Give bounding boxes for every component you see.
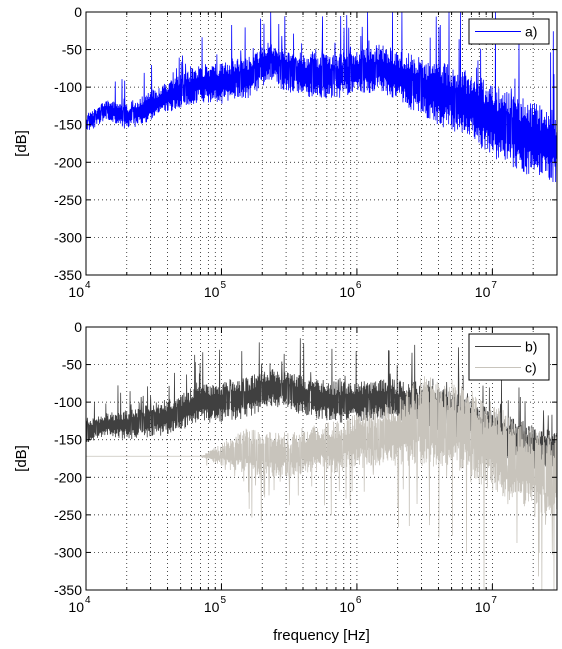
x-tick-label-exponent: 5 [220, 595, 226, 606]
y-tick-label: -350 [54, 267, 82, 283]
y-tick-label: -50 [62, 42, 82, 58]
y-tick-label: -200 [54, 154, 82, 170]
bottom-chart-y-tick-labels: 0 -50 -100 -150 -200 -250 -300 -350 [54, 319, 82, 598]
y-tick-label: -300 [54, 229, 82, 245]
y-tick-label: -150 [54, 432, 82, 448]
y-tick-label: -100 [54, 394, 82, 410]
bottom-chart-series [85, 338, 558, 591]
x-tick-label-base: 10 [475, 599, 491, 615]
y-tick-label: -50 [62, 357, 82, 373]
bottom-chart-ticks [85, 326, 558, 591]
legend-box [468, 333, 550, 381]
y-tick-label: -100 [54, 79, 82, 95]
x-tick-label: 10 6 [339, 595, 362, 615]
x-tick-label: 10 6 [339, 280, 362, 300]
top-chart-y-tick-labels: 0 -50 -100 -150 -200 -250 -300 -350 [54, 4, 82, 283]
top-chart-legend: a) [468, 18, 550, 45]
x-tick-label: 10 5 [204, 595, 227, 615]
x-tick-label: 10 5 [204, 280, 227, 300]
x-tick-label-base: 10 [339, 599, 355, 615]
x-tick-label-exponent: 7 [491, 595, 497, 606]
y-tick-label: -300 [54, 544, 82, 560]
y-tick-label: -350 [54, 582, 82, 598]
y-tick-label: -250 [54, 192, 82, 208]
x-tick-label-base: 10 [204, 284, 220, 300]
bottom-chart-axes-box [85, 326, 558, 591]
top-chart-y-axis-label: [dB] [13, 130, 30, 157]
x-tick-label-exponent: 5 [220, 280, 226, 291]
x-tick-label-base: 10 [68, 284, 84, 300]
legend-label: a) [525, 24, 537, 40]
x-tick-label: 10 4 [68, 280, 91, 300]
x-tick-label-base: 10 [68, 599, 84, 615]
x-tick-label-exponent: 6 [356, 280, 362, 291]
legend-label: b) [525, 339, 537, 355]
top-chart-ticks [85, 11, 558, 276]
bottom-chart-y-axis-label: [dB] [13, 445, 30, 472]
x-tick-label-base: 10 [475, 284, 491, 300]
bottom-chart-panel: 10 4 10 5 10 6 10 7 0-50-100-150-200-250-300-35… [13, 319, 558, 644]
bottom-chart-legend: b) c) [468, 333, 550, 381]
x-tick-label: 10 7 [475, 595, 498, 615]
x-tick-label-exponent: 4 [85, 595, 91, 606]
top-chart-x-tick-labels: 10 4 10 5 10 6 10 7 [68, 280, 497, 300]
x-tick-label-base: 10 [204, 599, 220, 615]
x-tick-label-base: 10 [339, 284, 355, 300]
y-tick-label: -250 [54, 507, 82, 523]
x-tick-label-exponent: 7 [491, 280, 497, 291]
x-tick-label: 10 7 [475, 280, 498, 300]
series-line-c [86, 376, 558, 591]
top-chart-axes-box [85, 11, 558, 276]
y-tick-label: 0 [74, 4, 82, 20]
bottom-chart-x-tick-labels: 10 4 10 5 10 6 10 7 [68, 595, 497, 615]
top-chart-series [85, 11, 558, 183]
top-chart-panel: 10 4 10 5 10 6 10 7 0-50-100-150-200-250-300-35… [13, 4, 558, 300]
y-tick-label: -150 [54, 117, 82, 133]
y-tick-label: 0 [74, 319, 82, 335]
bottom-chart-x-axis-label: frequency [Hz] [273, 627, 370, 644]
x-tick-label-exponent: 4 [85, 280, 91, 291]
series-line-a [85, 11, 558, 183]
legend-label: c) [525, 360, 537, 376]
y-tick-label: -200 [54, 469, 82, 485]
x-tick-label-exponent: 6 [356, 595, 362, 606]
x-tick-label: 10 4 [68, 595, 91, 615]
